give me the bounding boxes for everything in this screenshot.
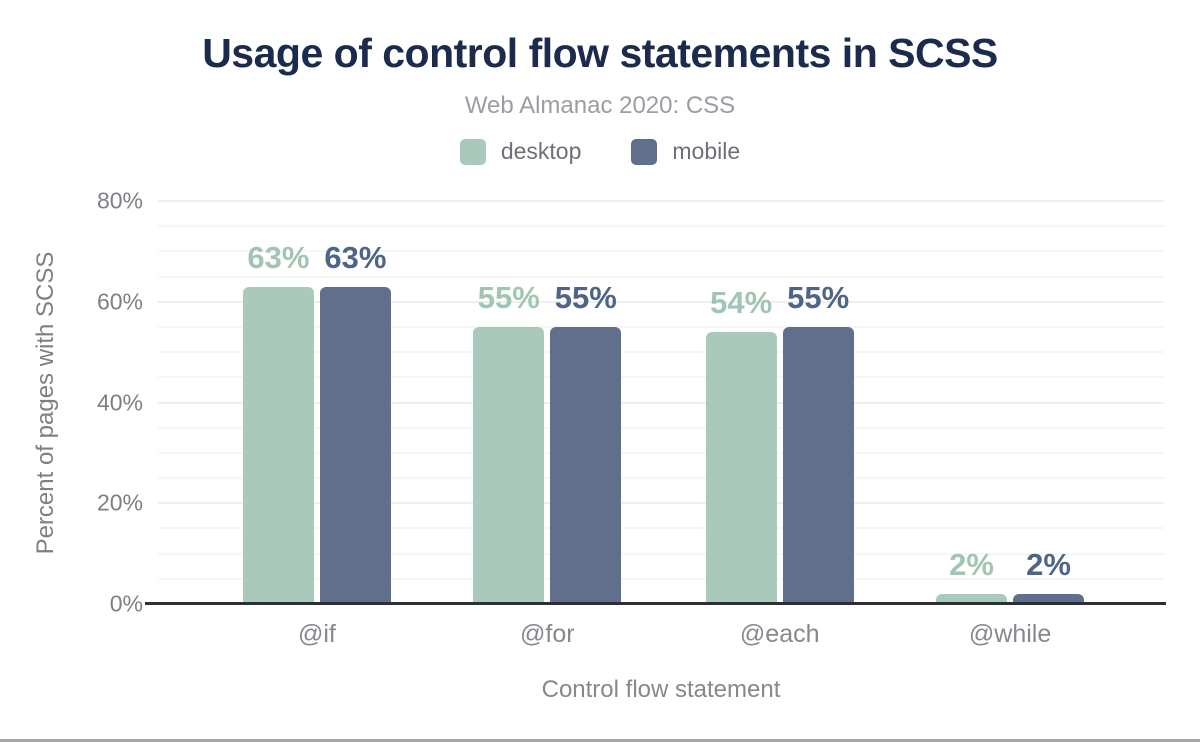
minor-gridline [158,325,1164,328]
major-gridline [158,300,1164,303]
value-label-desktop-@if: 63% [247,239,310,275]
minor-gridline [158,451,1164,454]
major-gridline [158,401,1164,404]
x-tick-label-@if: @if [297,620,336,648]
bar-column-desktop-@each: 54% [705,284,777,604]
minor-gridline [158,275,1164,278]
bar-column-mobile-@if: 63% [319,239,391,604]
value-label-mobile-@for: 55% [554,279,617,315]
y-tick-label: 40% [96,389,143,415]
minor-gridline [158,426,1164,429]
bar-column-desktop-@while: 2% [936,546,1008,604]
minor-gridline [158,250,1164,253]
y-tick-label: 20% [96,489,143,516]
minor-gridline [158,577,1164,580]
y-axis-title-wrap: Percent of pages with SCSS [18,201,74,604]
bar-group-@each: 54% 55% [705,279,854,604]
bar-column-desktop-@if: 63% [242,239,314,604]
minor-gridline [158,225,1164,228]
bar-column-mobile-@while: 2% [1013,546,1085,604]
minor-gridline [158,376,1164,379]
bar-desktop-@each [705,331,777,604]
legend-label-desktop: desktop [500,138,582,164]
minor-gridline [158,351,1164,354]
x-tick-label-@each: @each [739,620,820,648]
x-axis-title: Control flow statement [541,676,781,703]
bottom-border [0,739,1200,742]
minor-gridline [158,552,1164,555]
value-label-desktop-@while: 2% [949,546,994,582]
value-label-mobile-@each: 55% [787,279,850,315]
y-tick-label: 60% [96,288,143,315]
bar-mobile-@while [1013,593,1085,604]
chart-title: Usage of control flow statements in SCSS [202,30,998,76]
legend: desktop mobile [0,138,1200,165]
value-label-mobile-@while: 2% [1026,546,1071,582]
bar-mobile-@if [319,286,391,604]
legend-item-mobile: mobile [631,138,740,165]
x-axis-line [145,602,1166,605]
legend-swatch-mobile [631,138,658,165]
major-gridline [158,502,1164,505]
x-tick-label-@for: @for [520,620,575,648]
value-label-desktop-@each: 54% [710,284,773,320]
major-gridline [158,200,1164,202]
bar-mobile-@each [782,326,854,604]
minor-gridline [158,477,1164,480]
y-tick-label: 80% [96,187,143,214]
bar-group-@while: 2% 2% [936,546,1085,604]
legend-item-desktop: desktop [459,138,582,165]
value-label-desktop-@for: 55% [477,279,540,315]
bar-desktop-@if [242,286,314,604]
y-tick-label: 0% [109,590,143,617]
bar-group-@for: 55% 55% [473,279,622,604]
bar-group-@if: 63% 63% [242,239,391,604]
bar-desktop-@while [936,593,1008,604]
bar-column-mobile-@for: 55% [550,279,622,604]
legend-swatch-desktop [459,138,486,165]
y-axis-title: Percent of pages with SCSS [32,251,59,554]
bar-desktop-@for [473,326,545,604]
plot-area: 0% 20% 40% 60% 80% 63% 63% @if 55% 55% @for 54% 55% @… [97,188,1166,648]
legend-label-mobile: mobile [672,138,741,164]
x-tick-label-@while: @while [968,620,1052,648]
bar-column-desktop-@for: 55% [473,279,545,604]
minor-gridline [158,527,1164,530]
value-label-mobile-@if: 63% [324,239,387,275]
bar-column-mobile-@each: 55% [782,279,854,604]
chart-subtitle: Web Almanac 2020: CSS [464,92,736,119]
bar-mobile-@for [550,326,622,604]
